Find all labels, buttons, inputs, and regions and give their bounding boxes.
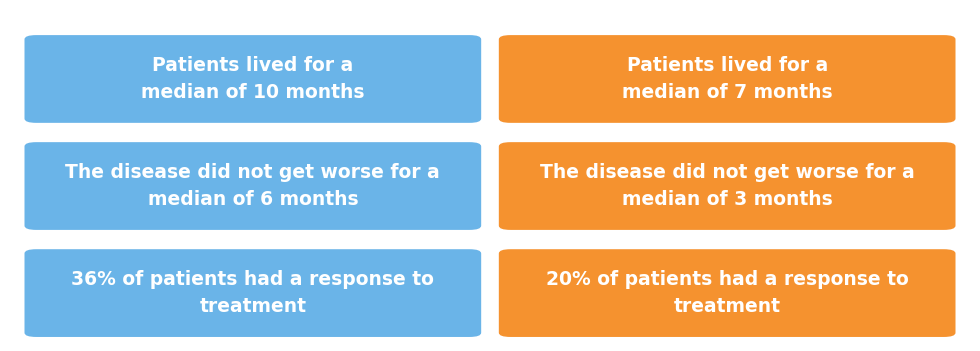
FancyBboxPatch shape — [24, 142, 481, 230]
FancyBboxPatch shape — [24, 35, 481, 123]
Text: The disease did not get worse for a
median of 6 months: The disease did not get worse for a medi… — [66, 163, 440, 209]
FancyBboxPatch shape — [499, 35, 956, 123]
FancyBboxPatch shape — [499, 249, 956, 337]
FancyBboxPatch shape — [499, 142, 956, 230]
FancyBboxPatch shape — [24, 249, 481, 337]
Text: Patients lived for a
median of 10 months: Patients lived for a median of 10 months — [141, 56, 365, 102]
Text: Patients lived for a
median of 7 months: Patients lived for a median of 7 months — [622, 56, 832, 102]
Text: 20% of patients had a response to
treatment: 20% of patients had a response to treatm… — [546, 270, 908, 316]
Text: 36% of patients had a response to
treatment: 36% of patients had a response to treatm… — [72, 270, 434, 316]
Text: The disease did not get worse for a
median of 3 months: The disease did not get worse for a medi… — [540, 163, 914, 209]
